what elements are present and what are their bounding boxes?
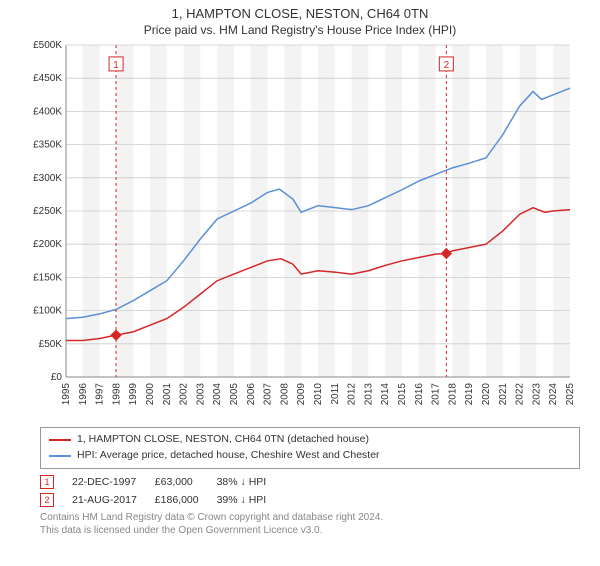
chart-svg: £0 £50K £100K £150K £200K £250K £300K £350K £400… (20, 41, 580, 421)
page-subtitle: Price paid vs. HM Land Registry's House … (0, 23, 600, 37)
svg-text:2009: 2009 (296, 383, 307, 406)
chart: £0 £50K £100K £150K £200K £250K £300K £350K £400… (20, 41, 580, 421)
svg-text:2019: 2019 (464, 383, 475, 406)
svg-text:2016: 2016 (414, 383, 425, 406)
svg-text:2013: 2013 (363, 383, 374, 406)
event-price: £63,000 (155, 473, 217, 491)
svg-text:£100K: £100K (33, 306, 62, 317)
svg-text:£50K: £50K (39, 339, 63, 350)
svg-text:1998: 1998 (111, 383, 122, 406)
svg-text:2003: 2003 (195, 383, 206, 406)
svg-text:£500K: £500K (33, 41, 62, 51)
page-title: 1, HAMPTON CLOSE, NESTON, CH64 0TN (0, 6, 600, 21)
svg-text:2: 2 (444, 60, 450, 71)
event-row: 1 22-DEC-1997£63,00038% ↓ HPI (40, 473, 284, 491)
svg-text:2004: 2004 (212, 383, 223, 406)
svg-text:2008: 2008 (279, 383, 290, 406)
svg-text:2022: 2022 (515, 383, 526, 406)
footer: Contains HM Land Registry data © Crown c… (40, 511, 580, 537)
svg-text:2018: 2018 (447, 383, 458, 406)
svg-text:2006: 2006 (246, 383, 257, 406)
svg-text:2024: 2024 (548, 383, 559, 406)
svg-text:£450K: £450K (33, 73, 62, 84)
event-marker: 1 (40, 475, 54, 489)
legend-label: 1, HAMPTON CLOSE, NESTON, CH64 0TN (deta… (77, 432, 369, 448)
event-delta: 38% ↓ HPI (217, 473, 285, 491)
svg-text:2011: 2011 (330, 383, 341, 405)
event-row: 2 21-AUG-2017£186,00039% ↓ HPI (40, 491, 284, 509)
svg-text:1995: 1995 (61, 383, 72, 406)
events-table: 1 22-DEC-1997£63,00038% ↓ HPI 2 21-AUG-2017… (40, 473, 580, 509)
svg-text:1996: 1996 (78, 383, 89, 406)
svg-text:2001: 2001 (162, 383, 173, 406)
svg-text:1: 1 (113, 60, 119, 71)
legend: 1, HAMPTON CLOSE, NESTON, CH64 0TN (deta… (40, 427, 580, 469)
event-marker: 2 (40, 493, 54, 507)
svg-text:2005: 2005 (229, 383, 240, 406)
svg-text:£250K: £250K (33, 206, 62, 217)
svg-text:2012: 2012 (347, 383, 358, 406)
svg-text:£350K: £350K (33, 140, 62, 151)
svg-text:2010: 2010 (313, 383, 324, 406)
event-date: 22-DEC-1997 (72, 473, 155, 491)
svg-text:£400K: £400K (33, 106, 62, 117)
svg-text:£300K: £300K (33, 173, 62, 184)
legend-item: 1, HAMPTON CLOSE, NESTON, CH64 0TN (deta… (49, 432, 571, 448)
svg-text:£150K: £150K (33, 272, 62, 283)
event-delta: 39% ↓ HPI (217, 491, 285, 509)
footer-line1: Contains HM Land Registry data © Crown c… (40, 511, 580, 524)
svg-text:2017: 2017 (431, 383, 442, 406)
event-date: 21-AUG-2017 (72, 491, 155, 509)
svg-text:2015: 2015 (397, 383, 408, 406)
svg-text:2025: 2025 (565, 383, 576, 406)
svg-text:2007: 2007 (263, 383, 274, 406)
svg-text:£200K: £200K (33, 239, 62, 250)
event-price: £186,000 (155, 491, 217, 509)
legend-swatch (49, 439, 71, 441)
legend-label: HPI: Average price, detached house, Ches… (77, 448, 380, 464)
svg-text:2023: 2023 (531, 383, 542, 406)
legend-item: HPI: Average price, detached house, Ches… (49, 448, 571, 464)
svg-text:1999: 1999 (128, 383, 139, 406)
svg-text:2014: 2014 (380, 383, 391, 406)
svg-text:2021: 2021 (498, 383, 509, 406)
svg-text:1997: 1997 (95, 383, 106, 406)
svg-text:2000: 2000 (145, 383, 156, 406)
legend-swatch (49, 455, 71, 457)
footer-line2: This data is licensed under the Open Gov… (40, 524, 580, 537)
svg-text:2002: 2002 (179, 383, 190, 406)
svg-text:2020: 2020 (481, 383, 492, 406)
svg-text:£0: £0 (51, 372, 63, 383)
